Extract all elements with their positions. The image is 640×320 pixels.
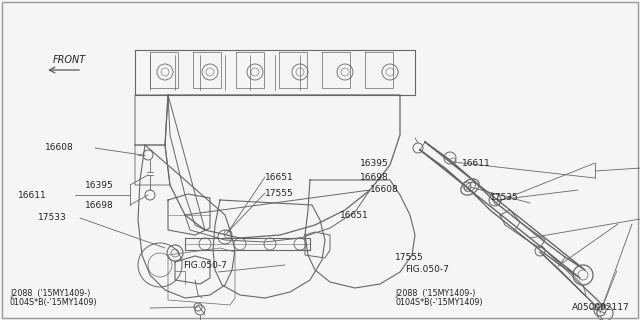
Text: 16698: 16698 — [85, 201, 114, 210]
Text: 16651: 16651 — [265, 172, 294, 181]
Text: 16608: 16608 — [370, 186, 399, 195]
Text: A050002117: A050002117 — [572, 303, 630, 312]
Text: FRONT: FRONT — [53, 55, 86, 65]
Text: 0104S*B(-'15MY1409): 0104S*B(-'15MY1409) — [10, 299, 98, 308]
Text: 16608: 16608 — [45, 143, 74, 153]
Text: J2088  ('15MY1409-): J2088 ('15MY1409-) — [395, 289, 476, 298]
Text: 16651: 16651 — [340, 211, 369, 220]
Text: FIG.050-7: FIG.050-7 — [405, 266, 449, 275]
Text: 0104S*B(-'15MY1409): 0104S*B(-'15MY1409) — [395, 299, 483, 308]
Text: 16395: 16395 — [360, 158, 388, 167]
Text: 16611: 16611 — [18, 190, 47, 199]
Text: 17555: 17555 — [265, 188, 294, 197]
Text: 17533: 17533 — [38, 213, 67, 222]
Text: J2088  ('15MY1409-): J2088 ('15MY1409-) — [10, 289, 90, 298]
Text: 17535: 17535 — [490, 194, 519, 203]
Text: 16698: 16698 — [360, 173, 388, 182]
Text: FIG.050-7: FIG.050-7 — [183, 261, 227, 270]
Text: 16611: 16611 — [462, 158, 491, 167]
Text: 16395: 16395 — [85, 180, 114, 189]
Text: 17555: 17555 — [395, 253, 424, 262]
